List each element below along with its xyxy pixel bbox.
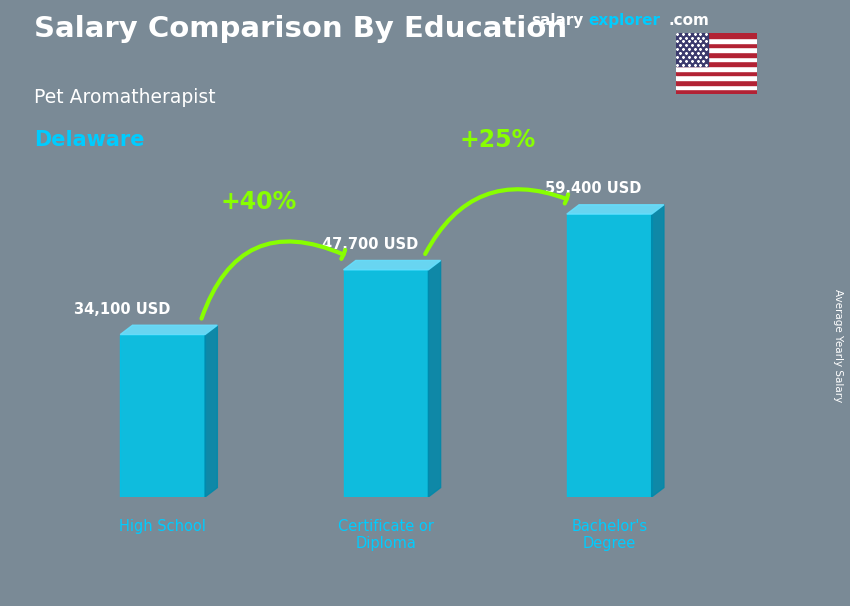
Text: High School: High School	[119, 519, 206, 534]
Text: Salary Comparison By Education: Salary Comparison By Education	[34, 15, 567, 43]
Bar	[676, 38, 756, 42]
Text: Bachelor's
Degree: Bachelor's Degree	[571, 519, 647, 551]
Polygon shape	[428, 261, 440, 497]
Bar	[676, 56, 756, 61]
Bar	[676, 47, 756, 52]
Bar	[676, 85, 756, 89]
Text: 34,100 USD: 34,100 USD	[74, 302, 171, 317]
Bar	[676, 42, 756, 47]
Text: salary: salary	[531, 13, 584, 28]
Text: Delaware: Delaware	[34, 130, 144, 150]
Polygon shape	[343, 261, 440, 270]
Bar	[676, 61, 756, 66]
Bar	[676, 71, 756, 75]
Text: Pet Aromatherapist: Pet Aromatherapist	[34, 88, 216, 107]
Bar	[676, 33, 756, 38]
Text: .com: .com	[669, 13, 710, 28]
Bar	[676, 52, 756, 56]
Polygon shape	[652, 205, 664, 497]
Polygon shape	[205, 325, 218, 497]
Text: +25%: +25%	[460, 128, 536, 152]
Text: Average Yearly Salary: Average Yearly Salary	[833, 289, 843, 402]
Text: explorer: explorer	[588, 13, 660, 28]
Text: Certificate or
Diploma: Certificate or Diploma	[338, 519, 434, 551]
Bar	[343, 270, 428, 497]
Bar	[120, 335, 205, 497]
Text: +40%: +40%	[220, 190, 297, 214]
Bar	[676, 66, 756, 71]
Text: 59,400 USD: 59,400 USD	[546, 181, 642, 196]
Bar	[676, 80, 756, 85]
Polygon shape	[567, 205, 664, 214]
Bar	[676, 89, 756, 94]
Text: 47,700 USD: 47,700 USD	[322, 237, 418, 252]
Bar	[676, 75, 756, 80]
Polygon shape	[120, 325, 218, 335]
Bar	[676, 33, 708, 66]
Bar	[567, 214, 652, 497]
